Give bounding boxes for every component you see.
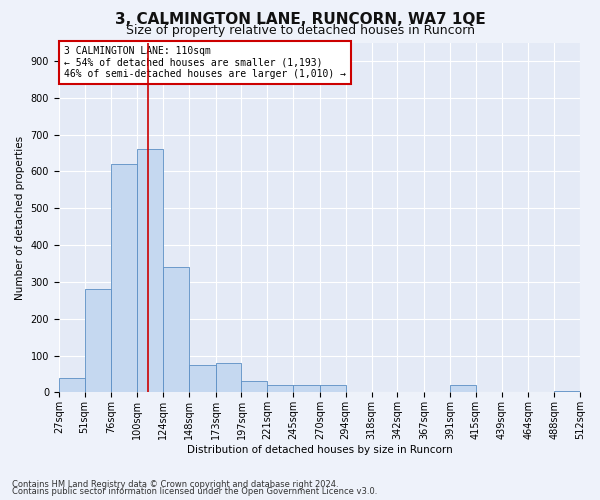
Text: 3, CALMINGTON LANE, RUNCORN, WA7 1QE: 3, CALMINGTON LANE, RUNCORN, WA7 1QE [115, 12, 485, 28]
Bar [450, 385, 476, 392]
Text: Contains public sector information licensed under the Open Government Licence v3: Contains public sector information licen… [12, 487, 377, 496]
Bar [137, 150, 163, 392]
Bar [85, 290, 112, 393]
Bar [554, 390, 580, 392]
Bar [293, 385, 320, 392]
X-axis label: Distribution of detached houses by size in Runcorn: Distribution of detached houses by size … [187, 445, 452, 455]
Text: Contains HM Land Registry data © Crown copyright and database right 2024.: Contains HM Land Registry data © Crown c… [12, 480, 338, 489]
Bar [163, 267, 189, 392]
Bar [215, 363, 241, 392]
Y-axis label: Number of detached properties: Number of detached properties [15, 136, 25, 300]
Bar [241, 382, 267, 392]
Bar [112, 164, 137, 392]
Bar [59, 378, 85, 392]
Text: 3 CALMINGTON LANE: 110sqm
← 54% of detached houses are smaller (1,193)
46% of se: 3 CALMINGTON LANE: 110sqm ← 54% of detac… [64, 46, 346, 79]
Bar [267, 385, 293, 392]
Bar [320, 385, 346, 392]
Text: Size of property relative to detached houses in Runcorn: Size of property relative to detached ho… [125, 24, 475, 37]
Bar [189, 365, 215, 392]
